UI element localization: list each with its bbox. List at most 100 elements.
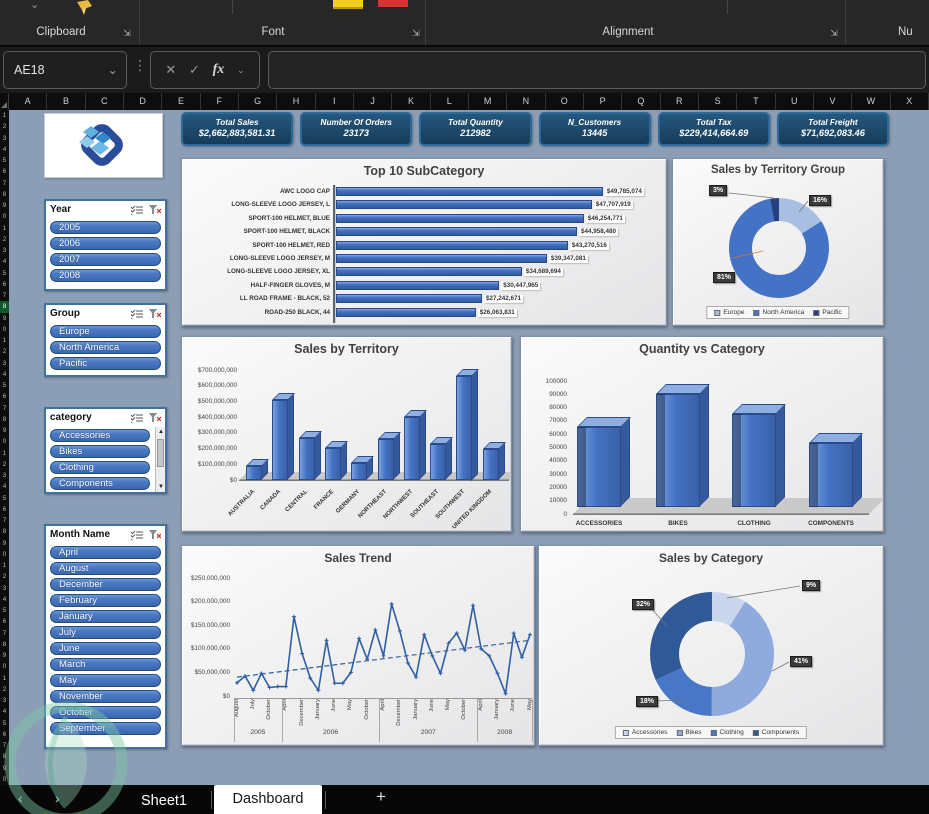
row-header-1[interactable]: 1 bbox=[2, 112, 7, 119]
row-header-44[interactable]: 4 bbox=[2, 595, 7, 603]
row-header-39[interactable]: 9 bbox=[2, 539, 7, 547]
row-header-23[interactable]: 3 bbox=[2, 359, 7, 367]
row-header-57[interactable]: 7 bbox=[2, 742, 7, 749]
column-header-U[interactable]: U bbox=[776, 93, 814, 110]
cancel-icon[interactable]: ✕ bbox=[165, 62, 177, 77]
insert-function-icon[interactable]: fx bbox=[212, 62, 225, 77]
fill-color-icon[interactable] bbox=[333, 0, 363, 9]
slicer-item-components[interactable]: Components bbox=[50, 477, 150, 490]
formula-input[interactable] bbox=[268, 51, 926, 89]
row-header-13[interactable]: 3 bbox=[2, 247, 7, 254]
column-header-M[interactable]: M bbox=[469, 93, 508, 110]
row-header-24[interactable]: 4 bbox=[2, 370, 7, 378]
row-header-54[interactable]: 4 bbox=[2, 708, 7, 716]
tab-sheet1[interactable]: Sheet1 bbox=[141, 793, 187, 809]
column-header-D[interactable]: D bbox=[124, 93, 163, 110]
scrollbar-thumb[interactable] bbox=[157, 439, 164, 467]
multi-select-icon[interactable] bbox=[131, 205, 144, 215]
row-header-10[interactable]: 0 bbox=[2, 213, 7, 221]
row-header-9[interactable]: 9 bbox=[2, 202, 7, 209]
alignment-dialog-launcher-icon[interactable]: ⇲ bbox=[830, 28, 838, 38]
row-header-7[interactable]: 7 bbox=[2, 179, 7, 187]
multi-select-icon[interactable] bbox=[131, 309, 144, 319]
row-header-4[interactable]: 4 bbox=[2, 145, 7, 153]
row-header-8[interactable]: 8 bbox=[2, 190, 7, 198]
row-header-51[interactable]: 1 bbox=[2, 674, 7, 682]
slicer-item-north-america[interactable]: North America bbox=[50, 341, 161, 354]
chevron-down-icon[interactable]: ⌄ bbox=[30, 0, 40, 11]
row-header-27[interactable]: 7 bbox=[2, 404, 7, 412]
column-header-R[interactable]: R bbox=[661, 93, 699, 110]
column-header-E[interactable]: E bbox=[162, 93, 201, 110]
column-header-N[interactable]: N bbox=[507, 93, 546, 110]
column-header-T[interactable]: T bbox=[737, 93, 776, 110]
prev-sheet-icon[interactable]: ‹ bbox=[18, 790, 23, 806]
slicer-item-february[interactable]: February bbox=[50, 594, 161, 607]
column-header-X[interactable]: X bbox=[891, 93, 929, 110]
row-header-36[interactable]: 6 bbox=[2, 505, 7, 513]
row-header-40[interactable]: 0 bbox=[2, 550, 7, 558]
row-header-37[interactable]: 7 bbox=[2, 517, 7, 524]
slicer-item-september[interactable]: September bbox=[50, 722, 161, 735]
slicer-item-december[interactable]: December bbox=[50, 578, 161, 591]
clear-filter-icon[interactable] bbox=[149, 308, 161, 319]
slicer-item-pacific[interactable]: Pacific bbox=[50, 357, 161, 370]
scroll-up-icon[interactable]: ▲ bbox=[158, 429, 164, 435]
chevron-down-icon[interactable]: ⌄ bbox=[107, 63, 118, 77]
slicer-item-august[interactable]: August bbox=[50, 562, 161, 575]
multi-select-icon[interactable] bbox=[131, 413, 144, 423]
row-header-6[interactable]: 6 bbox=[2, 168, 7, 176]
slicer-item-2005[interactable]: 2005 bbox=[50, 221, 161, 234]
add-sheet-icon[interactable]: + bbox=[376, 787, 386, 806]
slicer-scrollbar[interactable]: ▲ ▼ bbox=[155, 427, 165, 492]
row-header-49[interactable]: 9 bbox=[2, 652, 7, 659]
font-color-icon[interactable] bbox=[378, 0, 408, 7]
chart-sales-by-category[interactable]: Sales by Category 9% 41% 18% 32% Accessories B… bbox=[538, 545, 884, 746]
column-header-W[interactable]: W bbox=[852, 93, 891, 110]
select-all-corner[interactable] bbox=[0, 93, 9, 110]
row-header-33[interactable]: 3 bbox=[2, 472, 7, 479]
row-header-3[interactable]: 3 bbox=[2, 134, 7, 142]
column-header-B[interactable]: B bbox=[47, 93, 86, 110]
row-header-55[interactable]: 5 bbox=[2, 719, 7, 727]
chart-sales-by-territory-group[interactable]: Sales by Territory Group 16% 81% 3% Europe No… bbox=[672, 158, 884, 326]
formula-bar-options-icon[interactable]: ⋮ bbox=[133, 57, 147, 73]
clipboard-dialog-launcher-icon[interactable]: ⇲ bbox=[123, 28, 131, 38]
scroll-down-icon[interactable]: ▼ bbox=[158, 484, 164, 490]
format-painter-icon[interactable] bbox=[74, 0, 96, 16]
row-header-5[interactable]: 5 bbox=[2, 157, 7, 164]
row-header-17[interactable]: 7 bbox=[2, 292, 7, 299]
row-header-58[interactable]: 8 bbox=[2, 753, 7, 761]
row-header-11[interactable]: 1 bbox=[2, 224, 7, 232]
row-header-47[interactable]: 7 bbox=[2, 629, 7, 637]
column-header-G[interactable]: G bbox=[239, 93, 278, 110]
slicer-item-november[interactable]: November bbox=[50, 690, 161, 703]
chevron-down-icon[interactable]: ⌄ bbox=[237, 64, 245, 75]
slicer-item-2008[interactable]: 2008 bbox=[50, 269, 161, 282]
row-header-46[interactable]: 6 bbox=[2, 618, 7, 626]
row-header-30[interactable]: 0 bbox=[2, 438, 7, 446]
row-header-12[interactable]: 2 bbox=[2, 235, 7, 243]
row-header-50[interactable]: 0 bbox=[2, 663, 7, 671]
column-header-J[interactable]: J bbox=[354, 93, 393, 110]
row-header-21[interactable]: 1 bbox=[2, 337, 7, 344]
row-header-20[interactable]: 0 bbox=[2, 325, 7, 333]
row-header-19[interactable]: 9 bbox=[2, 314, 7, 322]
enter-icon[interactable]: ✓ bbox=[189, 62, 200, 77]
row-header-26[interactable]: 6 bbox=[2, 393, 7, 401]
column-header-Q[interactable]: Q bbox=[622, 93, 661, 110]
column-header-H[interactable]: H bbox=[277, 93, 316, 110]
slicer-item-may[interactable]: May bbox=[50, 674, 161, 687]
column-header-C[interactable]: C bbox=[86, 93, 124, 110]
name-box[interactable]: AE18 ⌄ bbox=[3, 51, 127, 89]
column-header-V[interactable]: V bbox=[814, 93, 853, 110]
clear-filter-icon[interactable] bbox=[149, 204, 161, 215]
row-header-31[interactable]: 1 bbox=[2, 449, 7, 457]
slicer-item-january[interactable]: January bbox=[50, 610, 161, 623]
slicer-item-accessories[interactable]: Accessories bbox=[50, 429, 150, 442]
slicer-item-2007[interactable]: 2007 bbox=[50, 253, 161, 266]
slicer-item-clothing[interactable]: Clothing bbox=[50, 461, 150, 474]
multi-select-icon[interactable] bbox=[131, 530, 144, 540]
